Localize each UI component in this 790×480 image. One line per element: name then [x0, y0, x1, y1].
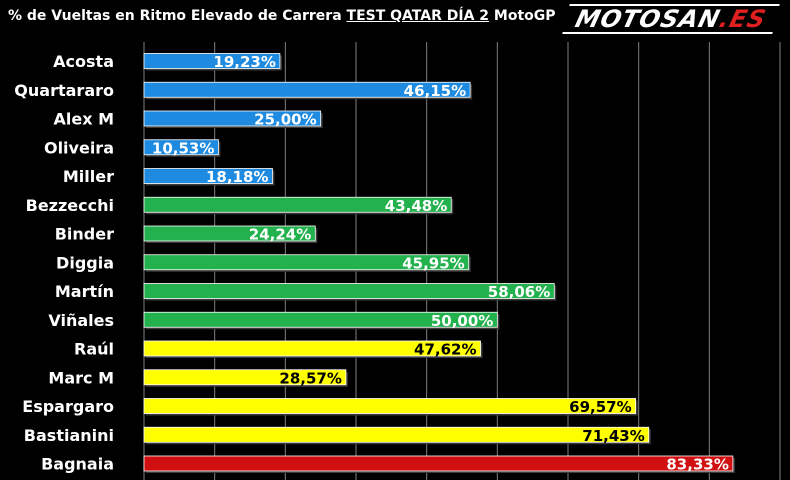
chart-title-prefix: % de Vueltas en Ritmo Elevado de Carrera — [8, 8, 347, 24]
chart-title-underlined: TEST QATAR DÍA 2 — [346, 8, 490, 24]
value-label: 47,62% — [414, 341, 476, 359]
category-label: Espargaro — [22, 397, 114, 416]
value-label: 58,06% — [488, 283, 550, 301]
chart-title: % de Vueltas en Ritmo Elevado de Carrera… — [8, 8, 556, 24]
value-label: 45,95% — [402, 254, 464, 272]
value-label: 46,15% — [404, 82, 466, 100]
bar-quartararo — [143, 81, 471, 98]
value-label: 71,43% — [582, 427, 644, 445]
value-label: 83,33% — [666, 456, 728, 474]
category-label: Diggia — [56, 253, 114, 272]
value-label: 19,23% — [213, 53, 275, 71]
category-label: Alex M — [53, 110, 114, 129]
category-label: Raúl — [74, 340, 114, 359]
category-label: Viñales — [48, 311, 114, 330]
category-label: Bagnaia — [41, 455, 114, 474]
category-label: Bastianini — [24, 426, 114, 445]
bar-mart-n — [143, 283, 555, 299]
value-label: 18,18% — [206, 168, 268, 186]
bar-miller — [143, 168, 273, 184]
bar-bezzecchi — [143, 196, 452, 213]
category-label: Quartararo — [14, 81, 114, 100]
value-label: 69,57% — [569, 398, 631, 416]
value-label: 25,00% — [254, 111, 316, 129]
bar-ra-l — [143, 340, 481, 357]
category-label: Acosta — [53, 52, 114, 71]
category-label: Miller — [63, 167, 114, 186]
bar-bastianini — [143, 426, 650, 443]
category-label: Marc M — [48, 368, 114, 387]
chart-title-suffix: MotoGP — [489, 8, 556, 24]
bar-marc-m — [143, 369, 347, 386]
value-label: 28,57% — [279, 369, 341, 387]
category-label: Oliveira — [44, 138, 114, 157]
category-label: Bezzecchi — [26, 196, 114, 215]
bar-alex-m — [143, 110, 322, 127]
bar-bagnaia — [143, 455, 734, 472]
value-label: 10,53% — [152, 139, 214, 157]
bar-diggia — [143, 254, 470, 271]
category-label: Binder — [55, 225, 114, 244]
bar-espargaro — [143, 398, 637, 414]
value-label: 43,48% — [385, 197, 447, 215]
value-label: 50,00% — [431, 312, 493, 330]
bar-binder — [143, 225, 316, 242]
value-label: 24,24% — [249, 226, 311, 244]
bar-acosta — [143, 53, 281, 69]
bar-oliveira — [143, 139, 219, 156]
bar-vi-ales — [143, 311, 498, 328]
category-label: Martín — [55, 282, 114, 301]
